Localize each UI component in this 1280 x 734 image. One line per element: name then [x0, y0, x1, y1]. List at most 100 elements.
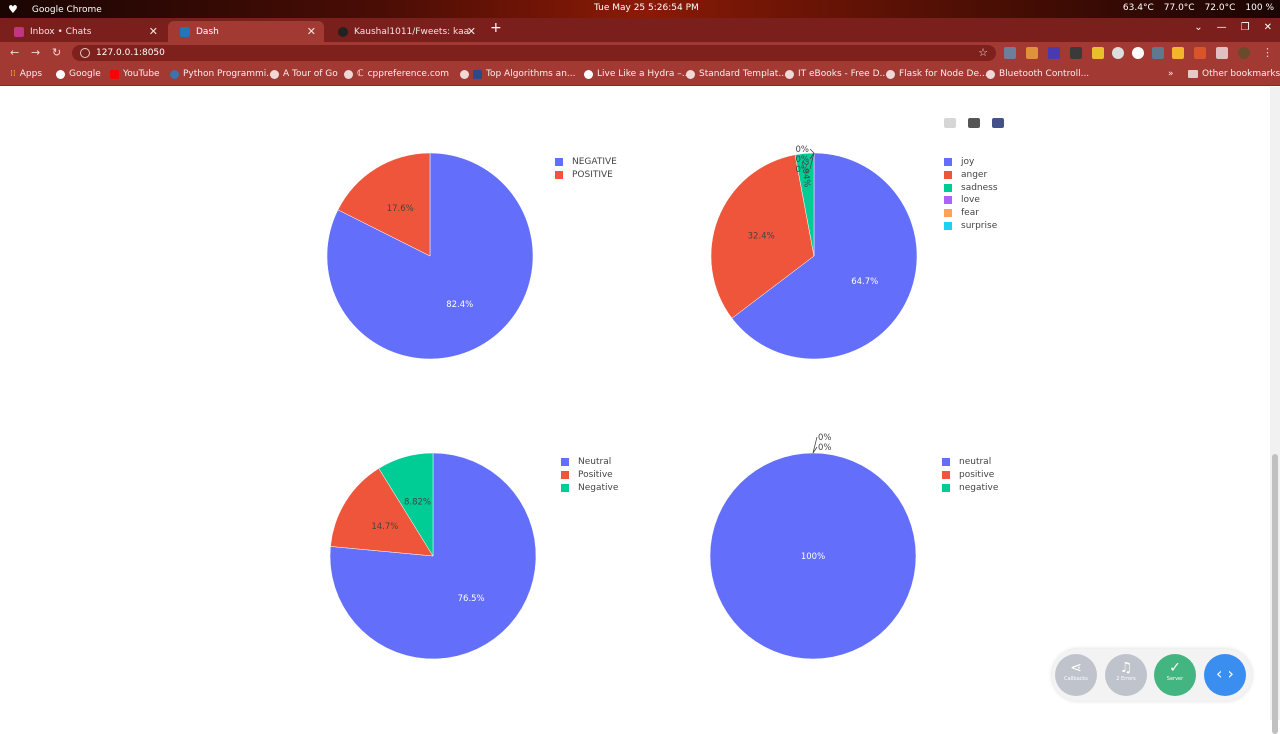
site-icon — [473, 69, 482, 79]
bookmark-hydra[interactable]: Live Like a Hydra –... — [584, 69, 690, 79]
pie-slice-joy[interactable] — [731, 152, 918, 360]
legend-item-positive[interactable]: Positive — [561, 469, 618, 482]
puzzle-icon[interactable] — [1216, 47, 1228, 59]
tab-dash[interactable]: Dash ✕ — [168, 21, 324, 42]
back-icon[interactable]: ← — [10, 46, 20, 59]
star-icon[interactable]: ☆ — [978, 46, 988, 59]
pie-leader-line — [809, 152, 815, 170]
bookmark-itebooks[interactable]: IT eBooks - Free D... — [785, 69, 888, 79]
scrollbar-thumb[interactable] — [1272, 454, 1278, 734]
pie-slice-negative[interactable] — [378, 452, 434, 557]
close-icon[interactable]: ✕ — [306, 25, 316, 38]
bookmark-youtube[interactable]: YouTube — [110, 69, 160, 79]
close-window-icon[interactable]: ✕ — [1263, 22, 1272, 33]
address-bar[interactable]: 127.0.0.1:8050 ☆ — [72, 45, 996, 61]
legend-item-joy[interactable]: joy — [944, 156, 998, 169]
extension-icon[interactable] — [1112, 47, 1124, 59]
extension-icon[interactable] — [1092, 47, 1104, 59]
heart-icon[interactable]: ♥ — [8, 3, 18, 16]
legend-chart-3: Neutral Positive Negative — [561, 456, 618, 494]
new-tab-button[interactable]: + — [490, 20, 502, 36]
pie-label-fear: 0% — [796, 155, 810, 165]
globe-icon — [785, 69, 794, 79]
system-status-area[interactable]: 63.4°C 77.0°C 72.0°C 100 % — [1123, 3, 1274, 13]
legend-item-negative[interactable]: Negative — [561, 481, 618, 494]
zoom-icon[interactable] — [968, 118, 980, 128]
plotly-logo-icon[interactable] — [992, 118, 1004, 128]
errors-button[interactable]: ♫ 2 Errors — [1105, 654, 1147, 696]
legend-item-positive[interactable]: POSITIVE — [555, 169, 617, 182]
legend-item-anger[interactable]: anger — [944, 169, 998, 182]
extension-icon[interactable] — [1194, 47, 1206, 59]
legend-swatch — [555, 158, 563, 167]
chevron-down-icon[interactable]: ⌄ — [1194, 22, 1203, 33]
vertical-scrollbar[interactable] — [1270, 87, 1280, 734]
bookmarks-overflow-button[interactable]: » — [1168, 69, 1174, 79]
code-toggle-button[interactable]: ‹ › — [1204, 654, 1246, 696]
legend-label: fear — [961, 208, 979, 219]
close-icon[interactable]: ✕ — [466, 25, 476, 38]
bookmark-python[interactable]: Python Programmi... — [170, 69, 275, 79]
pie-label-negative: 0% — [818, 443, 832, 453]
bookmarks-bar: ⁞⁞ Apps Google YouTube Python Programmi..… — [0, 64, 1280, 86]
bookmark-stl[interactable]: Standard Templat... — [686, 69, 787, 79]
pie-slice-anger[interactable] — [710, 154, 815, 319]
extension-icon[interactable] — [1048, 47, 1060, 59]
other-bookmarks[interactable]: Other bookmarks — [1188, 69, 1280, 79]
close-icon[interactable]: ✕ — [148, 25, 158, 38]
globe-icon — [986, 69, 995, 79]
legend-label: sadness — [961, 182, 998, 193]
clock[interactable]: Tue May 25 5:26:54 PM — [594, 3, 699, 13]
extension-icon[interactable] — [1172, 47, 1184, 59]
minimize-icon[interactable]: — — [1216, 22, 1227, 33]
legend-item-fear[interactable]: fear — [944, 207, 998, 220]
bookmark-apps[interactable]: ⁞⁞ Apps — [10, 69, 43, 79]
reload-icon[interactable]: ↻ — [52, 46, 62, 59]
bookmark-bluetooth[interactable]: Bluetooth Controll... — [986, 69, 1089, 79]
legend-item-negative[interactable]: negative — [942, 481, 998, 494]
extension-icon[interactable] — [1070, 47, 1082, 59]
pie-label-negative: 8.82% — [404, 498, 431, 508]
pie-label-surprise: 0% — [796, 165, 810, 175]
dash-page[interactable]: 82.4% 17.6% 64.7% 32.4% 2.94% 0% 0% 0% 76.5% 14.7… — [0, 87, 1270, 720]
legend-label: POSITIVE — [572, 170, 613, 181]
avatar[interactable] — [1238, 47, 1250, 59]
bookmark-flask[interactable]: Flask for Node De... — [886, 69, 988, 79]
legend-label: negative — [959, 482, 999, 493]
url-text: 127.0.0.1:8050 — [96, 48, 165, 58]
legend-label: Positive — [578, 470, 613, 481]
temp-gpu: 77.0°C — [1163, 3, 1195, 13]
legend-item-sadness[interactable]: sadness — [944, 181, 998, 194]
camera-icon[interactable] — [944, 118, 956, 128]
pie-slice-neutral[interactable] — [329, 452, 537, 660]
bookmark-google[interactable]: Google — [56, 69, 101, 79]
legend-item-neutral[interactable]: Neutral — [561, 456, 618, 469]
extension-icon[interactable] — [1152, 47, 1164, 59]
forward-icon[interactable]: → — [31, 46, 41, 59]
server-button[interactable]: ✓ Server — [1154, 654, 1196, 696]
callbacks-button[interactable]: ⋖ Callbacks — [1055, 654, 1097, 696]
extension-icon[interactable] — [1132, 47, 1144, 59]
apps-grid-icon: ⁞⁞ — [10, 69, 16, 79]
pie-label-sadness: 2.94% — [799, 160, 811, 188]
maximize-icon[interactable]: ❐ — [1240, 22, 1250, 33]
legend-item-positive[interactable]: positive — [942, 469, 998, 482]
pie-slice-positive[interactable] — [337, 152, 431, 257]
folder-icon — [1188, 70, 1198, 78]
google-icon — [56, 69, 65, 79]
extension-icon[interactable] — [1026, 47, 1038, 59]
legend-item-surprise[interactable]: surprise — [944, 219, 998, 232]
menu-icon[interactable]: ⋮ — [1262, 46, 1273, 59]
legend-label: Neutral — [578, 457, 612, 468]
legend-item-neutral[interactable]: neutral — [942, 456, 998, 469]
bookmark-algorithms[interactable]: Top Algorithms an... — [460, 69, 575, 79]
tab-github[interactable]: Kaushal1011/Fweets: kaafi ele ✕ — [326, 21, 484, 42]
info-icon[interactable] — [80, 48, 90, 58]
legend-item-love[interactable]: love — [944, 194, 998, 207]
pie-slice-positive[interactable] — [330, 468, 434, 557]
tab-inbox[interactable]: Inbox • Chats ✕ — [2, 21, 166, 42]
legend-item-negative[interactable]: NEGATIVE — [555, 156, 617, 169]
extension-icon[interactable] — [1004, 47, 1016, 59]
bookmark-go[interactable]: A Tour of Go — [270, 69, 338, 79]
